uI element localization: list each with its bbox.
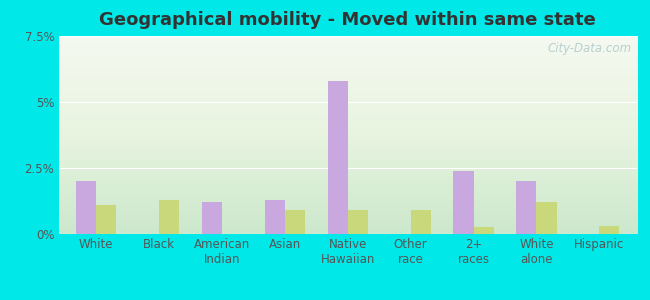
Bar (159, 200, 179, 234)
Bar (76, 181, 96, 234)
Bar (202, 202, 222, 234)
Bar (265, 200, 285, 234)
Bar (411, 210, 431, 234)
Bar (473, 227, 493, 234)
Bar (454, 171, 473, 234)
Bar (536, 202, 556, 234)
Title: Geographical mobility - Moved within same state: Geographical mobility - Moved within sam… (99, 11, 596, 29)
Bar (328, 81, 348, 234)
Bar (285, 210, 305, 234)
Text: City-Data.com: City-Data.com (547, 42, 631, 55)
Bar (96, 205, 116, 234)
Bar (348, 210, 368, 234)
Bar (516, 181, 536, 234)
Bar (599, 226, 619, 234)
